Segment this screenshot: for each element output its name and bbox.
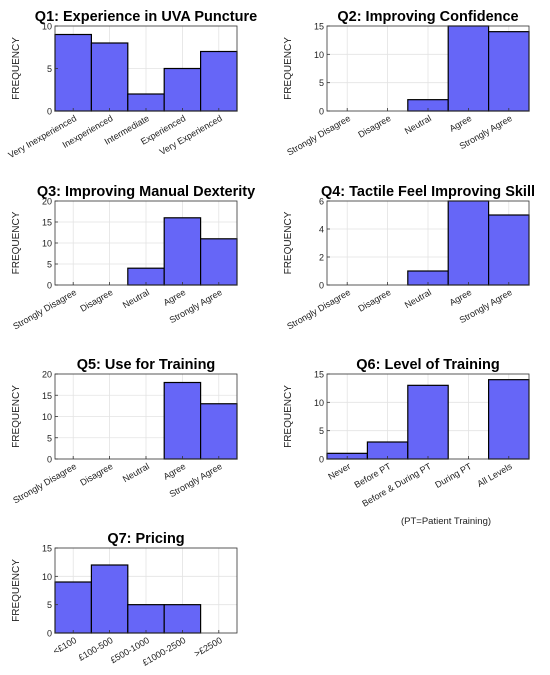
chart-4-ytick-label: 4 <box>319 225 324 235</box>
chart-4-xtick-label: Neutral <box>403 287 433 310</box>
chart-5-ytick-label: 20 <box>42 370 52 380</box>
chart-3-bar-4 <box>163 217 202 286</box>
chart-6-ylabel: FREQUENCY <box>283 385 294 448</box>
chart-1-ytick-label: 5 <box>47 64 52 74</box>
chart-6-ytick-label: 10 <box>314 398 324 408</box>
chart-2-bar-4 <box>447 25 490 112</box>
chart-6-bar-3 <box>407 384 449 460</box>
chart-7-bar-3 <box>127 604 165 634</box>
chart-6-ytick-label: 5 <box>319 426 324 436</box>
chart-5-xtick-label: Strongly Disagree <box>11 461 78 505</box>
chart-7-bar-2 <box>90 564 129 634</box>
chart-5-ylabel: FREQUENCY <box>11 385 22 448</box>
chart-6-xtick-label: Before & During PT <box>360 461 433 509</box>
chart-2-ytick-label: 0 <box>319 107 324 117</box>
chart-7-title: Q7: Pricing <box>107 531 184 547</box>
chart-1-title: Q1: Experience in UVA Puncture <box>35 9 257 25</box>
chart-3-ytick-label: 10 <box>42 239 52 249</box>
chart-6-note: (PT=Patient Training) <box>401 516 491 527</box>
chart-2-ylabel: FREQUENCY <box>283 37 294 100</box>
chart-3-xtick-label: Disagree <box>78 287 114 314</box>
chart-4-bar-5 <box>488 214 530 286</box>
chart-3-ylabel: FREQUENCY <box>11 211 22 274</box>
chart-6-ytick-label: 15 <box>314 370 324 380</box>
chart-2-xtick-label: Disagree <box>356 113 392 140</box>
chart-5: Q5: Use for Training FREQUENCY 0 5 10 15 20 Str… <box>11 357 238 506</box>
chart-5-bar-5 <box>200 403 238 460</box>
chart-4-ytick-label: 0 <box>319 281 324 291</box>
chart-1-bar-1 <box>54 33 93 112</box>
chart-5-xtick-label: Disagree <box>78 461 114 488</box>
chart-6-xtick-label: Never <box>326 461 352 482</box>
chart-3-xtick-label: Agree <box>162 287 188 308</box>
chart-2-xtick-label: Agree <box>448 113 474 134</box>
chart-4-xtick-label: Agree <box>448 287 474 308</box>
chart-3-ytick-label: 5 <box>47 260 52 270</box>
chart-6-title: Q6: Level of Training <box>356 357 499 373</box>
chart-6-xtick-label: During PT <box>433 461 474 490</box>
chart-4-xtick-label: Disagree <box>356 287 392 314</box>
chart-7-bar-4 <box>163 604 202 634</box>
chart-5-xtick-label: Agree <box>162 461 188 482</box>
chart-7-ytick-label: 5 <box>47 600 52 610</box>
chart-5-xtick-label: Neutral <box>121 461 151 484</box>
chart-2-ytick-label: 5 <box>319 78 324 88</box>
chart-4-title: Q4: Tactile Feel Improving Skill <box>321 184 535 200</box>
chart-7-ylabel: FREQUENCY <box>11 559 22 622</box>
chart-3: Q3: Improving Manual Dexterity FREQUENCY 0… <box>11 184 255 332</box>
chart-3-bar-5 <box>200 238 238 286</box>
chart-1-ylabel: FREQUENCY <box>11 37 22 100</box>
chart-1: Q1: Experience in UVA Puncture FREQUENCY 0… <box>6 9 257 160</box>
chart-3-ytick-label: 15 <box>42 218 52 228</box>
chart-3-xtick-label: Strongly Disagree <box>11 287 78 331</box>
chart-7-ytick-label: 0 <box>47 629 52 639</box>
chart-2-title: Q2: Improving Confidence <box>337 9 518 25</box>
chart-5-bar-4 <box>163 381 202 460</box>
chart-3-ytick-label: 0 <box>47 281 52 291</box>
chart-7-xtick-label: <£100 <box>51 635 78 656</box>
chart-6: Q6: Level of Training FREQUENCY 0 5 10 15 Neve… <box>283 357 530 527</box>
chart-4-ytick-label: 6 <box>319 197 324 207</box>
chart-4-ytick-label: 2 <box>319 253 324 263</box>
chart-1-ytick-label: 0 <box>47 107 52 117</box>
chart-5-ytick-label: 0 <box>47 455 52 465</box>
chart-4: Q4: Tactile Feel Improving Skill FREQUENC… <box>283 184 535 332</box>
chart-7-ytick-label: 15 <box>42 544 52 554</box>
chart-5-ytick-label: 10 <box>42 412 52 422</box>
chart-3-title: Q3: Improving Manual Dexterity <box>37 184 255 200</box>
chart-4-ylabel: FREQUENCY <box>283 211 294 274</box>
chart-5-ytick-label: 5 <box>47 433 52 443</box>
chart-4-xtick-label: Strongly Disagree <box>285 287 352 331</box>
chart-6-bar-5 <box>488 379 530 460</box>
chart-7-bar-1 <box>54 581 93 634</box>
chart-1-bar-2 <box>90 42 129 112</box>
chart-6-ytick-label: 0 <box>319 455 324 465</box>
chart-2-xtick-label: Neutral <box>403 113 433 136</box>
chart-5-ytick-label: 15 <box>42 391 52 401</box>
chart-7: Q7: PricingFREQUENCY051015<£100£100-500£… <box>11 531 238 668</box>
chart-5-title: Q5: Use for Training <box>77 357 216 373</box>
chart-2-ytick-label: 15 <box>314 22 324 32</box>
chart-2: Q2: Improving Confidence FREQUENCY 0 5 10 15 S… <box>283 9 530 158</box>
chart-6-xtick-label: All Levels <box>475 461 514 489</box>
chart-3-ytick-label: 20 <box>42 197 52 207</box>
chart-3-xtick-label: Neutral <box>121 287 151 310</box>
chart-7-ytick-label: 10 <box>42 572 52 582</box>
chart-7-xtick-label: >£2500 <box>193 635 224 659</box>
chart-1-bar-5 <box>200 50 238 112</box>
chart-1-bar-4 <box>163 67 202 112</box>
chart-2-bar-5 <box>488 31 530 112</box>
chart-2-ytick-label: 10 <box>314 50 324 60</box>
chart-4-bar-4 <box>447 200 490 286</box>
chart-1-ytick-label: 10 <box>42 22 52 32</box>
chart-1-xtick-label: Very Experienced <box>158 113 224 157</box>
chart-2-xtick-label: Strongly Disagree <box>285 113 352 157</box>
